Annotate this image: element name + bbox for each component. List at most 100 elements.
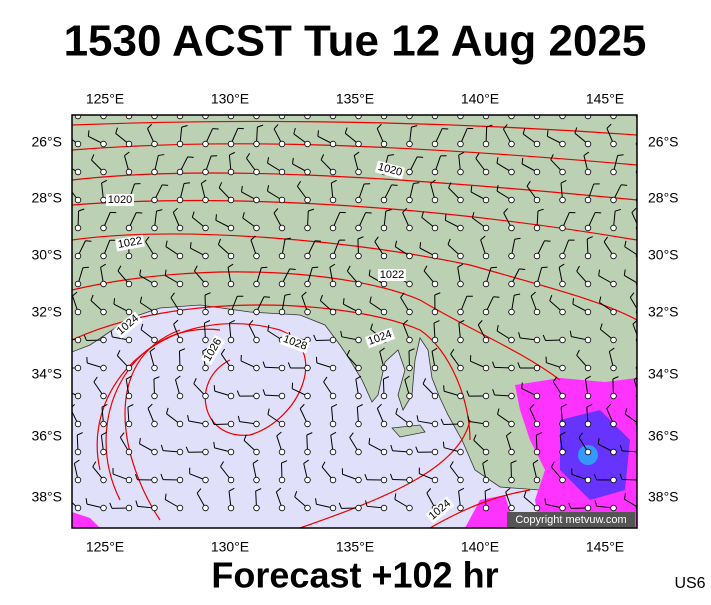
barb-station bbox=[101, 113, 107, 119]
barb-staff bbox=[73, 100, 78, 116]
model-code: US6 bbox=[674, 575, 705, 592]
barb-station bbox=[254, 505, 260, 511]
barb-station bbox=[381, 141, 387, 147]
barb-station bbox=[381, 477, 387, 483]
barb-station bbox=[611, 169, 617, 175]
barb-station bbox=[152, 197, 158, 203]
barb-station bbox=[407, 281, 413, 287]
barb-station bbox=[611, 281, 617, 287]
barb-station bbox=[228, 365, 234, 371]
barb-station bbox=[254, 477, 260, 483]
barb-station bbox=[126, 225, 132, 231]
lat-label: 38°S bbox=[31, 489, 62, 505]
lat-label: 38°S bbox=[648, 489, 679, 505]
barb-station bbox=[432, 421, 438, 427]
barb-station bbox=[560, 169, 566, 175]
barb-station bbox=[611, 337, 617, 343]
barb-station bbox=[356, 449, 362, 455]
barb-station bbox=[101, 421, 107, 427]
barb-station bbox=[611, 113, 617, 119]
barb-flag bbox=[188, 157, 194, 158]
barb-station bbox=[279, 477, 285, 483]
lat-label: 26°S bbox=[648, 134, 679, 150]
lon-label: 145°E bbox=[586, 91, 624, 107]
barb-station bbox=[75, 449, 81, 455]
barb-station bbox=[534, 337, 540, 343]
barb-station bbox=[203, 449, 209, 455]
barb-station bbox=[534, 505, 540, 511]
barb-station bbox=[152, 309, 158, 315]
barb-station bbox=[228, 477, 234, 483]
barb-station bbox=[152, 365, 158, 371]
barb-station bbox=[483, 505, 489, 511]
lon-label: 145°E bbox=[586, 539, 624, 555]
barb-station bbox=[356, 365, 362, 371]
barb-flag bbox=[550, 99, 552, 105]
barb-station bbox=[152, 113, 158, 119]
barb-station bbox=[305, 225, 311, 231]
barb-station bbox=[203, 477, 209, 483]
barb-station bbox=[407, 169, 413, 175]
barb-station bbox=[432, 393, 438, 399]
barb-station bbox=[560, 225, 566, 231]
isobar-label-text: 1020 bbox=[108, 194, 132, 206]
barb-station bbox=[458, 477, 464, 483]
barb-station bbox=[432, 225, 438, 231]
barb-station bbox=[585, 477, 591, 483]
barb-station bbox=[330, 477, 336, 483]
barb-station bbox=[152, 477, 158, 483]
barb-station bbox=[458, 309, 464, 315]
barb-station bbox=[534, 169, 540, 175]
barb-station bbox=[101, 449, 107, 455]
barb-station bbox=[458, 505, 464, 511]
lon-label: 140°E bbox=[461, 91, 499, 107]
barb-station bbox=[177, 113, 183, 119]
barb-station bbox=[458, 281, 464, 287]
barb-station bbox=[203, 337, 209, 343]
barb-station bbox=[483, 393, 489, 399]
barb-station bbox=[432, 449, 438, 455]
barb-station bbox=[585, 281, 591, 287]
barb-station bbox=[152, 421, 158, 427]
barb-station bbox=[509, 253, 515, 259]
barb-flag bbox=[598, 438, 599, 444]
barb-station bbox=[177, 421, 183, 427]
barb-station bbox=[509, 225, 515, 231]
barb-station bbox=[534, 141, 540, 147]
barb-station bbox=[75, 169, 81, 175]
barb-flag bbox=[320, 99, 322, 105]
barb-flag bbox=[531, 96, 536, 100]
barb-station bbox=[101, 393, 107, 399]
barb-station bbox=[432, 169, 438, 175]
barb-station bbox=[177, 253, 183, 259]
barb-station bbox=[203, 365, 209, 371]
barb-station bbox=[203, 393, 209, 399]
barb-staff bbox=[282, 99, 285, 116]
barb-station bbox=[152, 449, 158, 455]
barb-station bbox=[75, 477, 81, 483]
barb-station bbox=[254, 365, 260, 371]
barb-flag bbox=[573, 102, 574, 108]
barb-station bbox=[177, 365, 183, 371]
barb-station bbox=[356, 477, 362, 483]
barb-staff bbox=[257, 101, 265, 116]
barb-flag bbox=[420, 242, 421, 248]
barb-station bbox=[126, 393, 132, 399]
barb-station bbox=[152, 393, 158, 399]
barb-staff bbox=[400, 102, 409, 116]
isobar-label: 1022 bbox=[378, 269, 406, 281]
barb-station bbox=[305, 141, 311, 147]
barb-station bbox=[534, 365, 540, 371]
barb-station bbox=[356, 225, 362, 231]
lat-label: 32°S bbox=[648, 304, 679, 320]
barb-station bbox=[407, 393, 413, 399]
barb-flag bbox=[545, 241, 551, 242]
barb-staff bbox=[638, 351, 639, 368]
barb-station bbox=[356, 253, 362, 259]
barb-station bbox=[356, 141, 362, 147]
barb-flag bbox=[392, 185, 398, 186]
barb-station bbox=[330, 505, 336, 511]
barb-station bbox=[75, 393, 81, 399]
barb-station bbox=[101, 225, 107, 231]
barb-flag bbox=[114, 298, 115, 304]
